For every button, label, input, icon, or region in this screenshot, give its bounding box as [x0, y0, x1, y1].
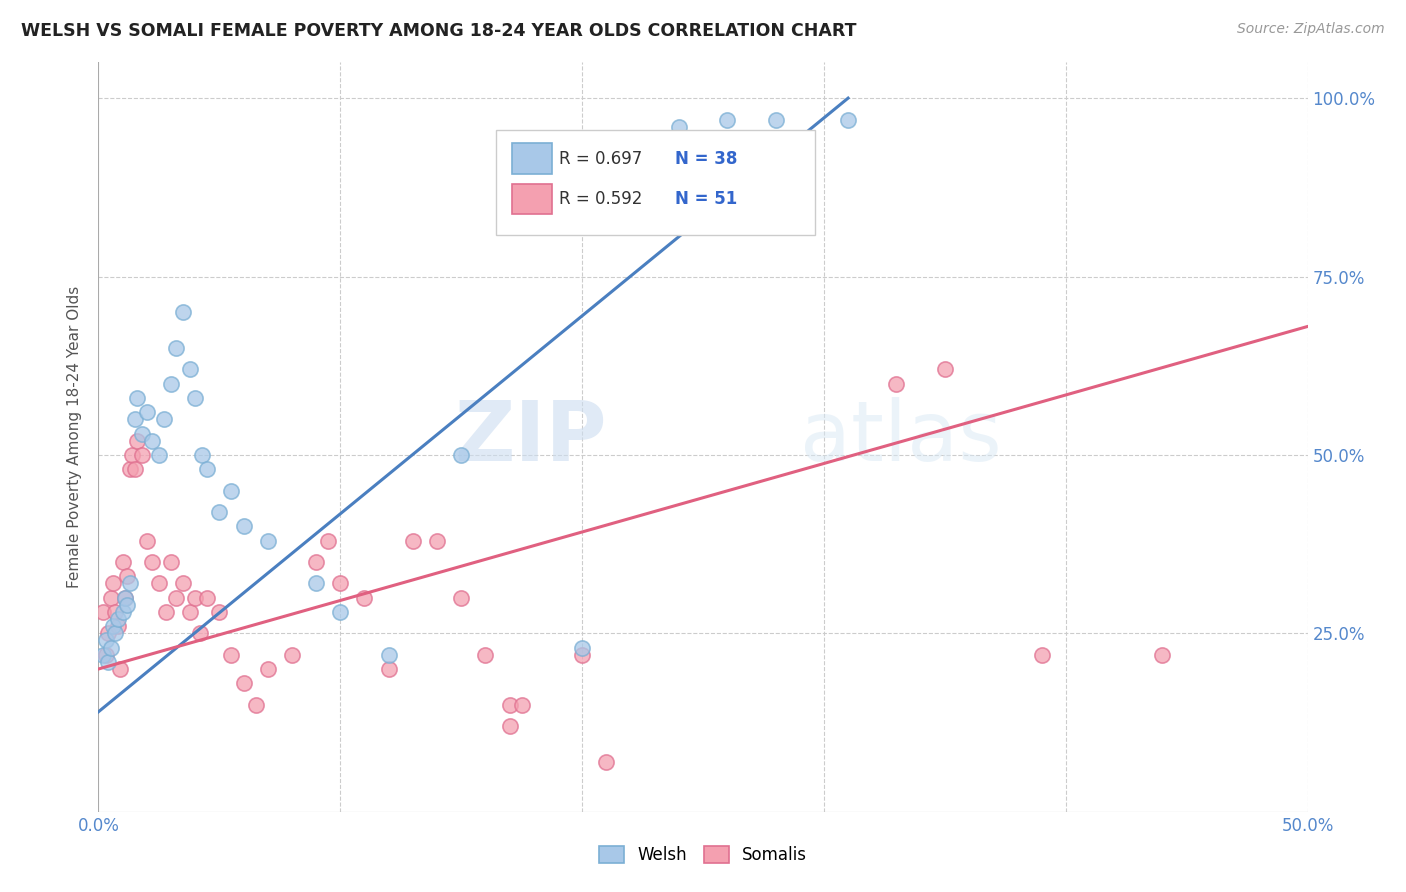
Text: WELSH VS SOMALI FEMALE POVERTY AMONG 18-24 YEAR OLDS CORRELATION CHART: WELSH VS SOMALI FEMALE POVERTY AMONG 18-… — [21, 22, 856, 40]
Text: R = 0.592: R = 0.592 — [560, 190, 643, 208]
Point — [131, 426, 153, 441]
Point — [316, 533, 339, 548]
Point — [305, 555, 328, 569]
Point — [195, 462, 218, 476]
Point — [208, 605, 231, 619]
Point — [305, 576, 328, 591]
Point — [179, 362, 201, 376]
Point — [127, 434, 149, 448]
Point — [114, 591, 136, 605]
Point — [141, 434, 163, 448]
Point — [117, 598, 139, 612]
Point — [124, 462, 146, 476]
Point — [191, 448, 214, 462]
Point — [141, 555, 163, 569]
Point — [165, 341, 187, 355]
Point — [179, 605, 201, 619]
Point — [474, 648, 496, 662]
Point — [91, 605, 114, 619]
Point — [329, 576, 352, 591]
Point — [595, 755, 617, 769]
Point — [118, 576, 141, 591]
Point — [148, 448, 170, 462]
Point — [353, 591, 375, 605]
Point — [172, 305, 194, 319]
Point — [232, 676, 254, 690]
Point — [131, 448, 153, 462]
Point — [107, 612, 129, 626]
Point — [100, 640, 122, 655]
Point — [510, 698, 533, 712]
Point — [160, 555, 183, 569]
Point — [1031, 648, 1053, 662]
Point — [208, 505, 231, 519]
Point — [450, 448, 472, 462]
Point — [155, 605, 177, 619]
Text: R = 0.697: R = 0.697 — [560, 150, 643, 168]
Point — [101, 619, 124, 633]
Point — [886, 376, 908, 391]
Point — [135, 405, 157, 419]
Text: ZIP: ZIP — [454, 397, 606, 477]
Point — [765, 112, 787, 127]
Point — [934, 362, 956, 376]
Point — [402, 533, 425, 548]
Point — [256, 662, 278, 676]
Point — [107, 619, 129, 633]
Point — [1152, 648, 1174, 662]
Point — [668, 120, 690, 134]
Point — [377, 662, 399, 676]
Point — [100, 591, 122, 605]
Y-axis label: Female Poverty Among 18-24 Year Olds: Female Poverty Among 18-24 Year Olds — [67, 286, 83, 588]
Point — [281, 648, 304, 662]
Point — [152, 412, 174, 426]
Point — [108, 662, 131, 676]
Point — [114, 591, 136, 605]
Point — [571, 648, 593, 662]
Point — [837, 112, 859, 127]
Point — [124, 412, 146, 426]
Point — [127, 391, 149, 405]
Point — [135, 533, 157, 548]
Point — [97, 655, 120, 669]
Point — [94, 633, 117, 648]
Point — [97, 626, 120, 640]
Point — [94, 648, 117, 662]
Point — [117, 569, 139, 583]
Point — [111, 605, 134, 619]
Text: atlas: atlas — [800, 397, 1001, 477]
Legend: Welsh, Somalis: Welsh, Somalis — [592, 839, 814, 871]
Point — [377, 648, 399, 662]
Point — [245, 698, 267, 712]
Point — [165, 591, 187, 605]
Text: N = 51: N = 51 — [675, 190, 737, 208]
Point — [148, 576, 170, 591]
Point — [256, 533, 278, 548]
Point — [101, 576, 124, 591]
Point — [188, 626, 211, 640]
Text: N = 38: N = 38 — [675, 150, 737, 168]
Point — [91, 648, 114, 662]
Point — [121, 448, 143, 462]
Point — [426, 533, 449, 548]
Point — [195, 591, 218, 605]
Text: Source: ZipAtlas.com: Source: ZipAtlas.com — [1237, 22, 1385, 37]
Point — [329, 605, 352, 619]
Point — [450, 591, 472, 605]
Point — [221, 648, 243, 662]
Point — [111, 555, 134, 569]
Point — [172, 576, 194, 591]
Point — [571, 640, 593, 655]
Point — [118, 462, 141, 476]
Point — [232, 519, 254, 533]
Point — [104, 605, 127, 619]
Point — [221, 483, 243, 498]
Point — [184, 591, 207, 605]
Point — [104, 626, 127, 640]
Point — [716, 112, 738, 127]
Point — [184, 391, 207, 405]
Point — [498, 719, 520, 733]
Point — [160, 376, 183, 391]
Point — [498, 698, 520, 712]
